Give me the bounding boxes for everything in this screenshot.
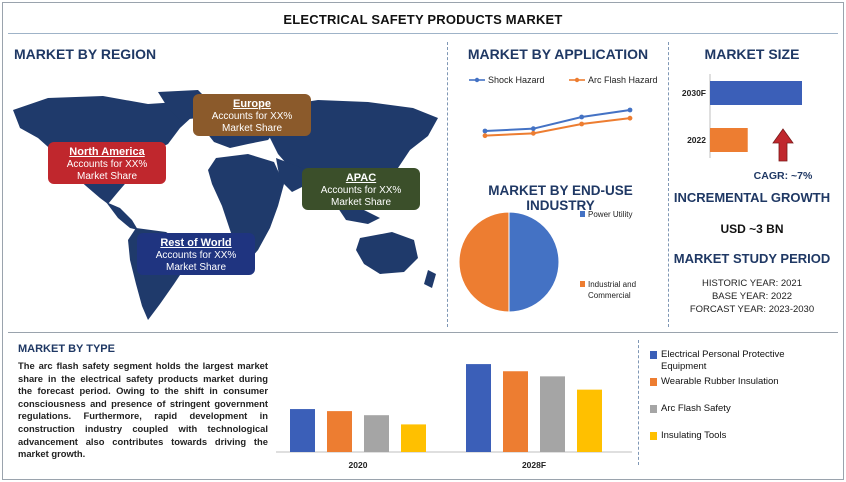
legend-label: Wearable Rubber Insulation bbox=[661, 376, 779, 387]
type-bar bbox=[290, 409, 315, 452]
type-bar bbox=[503, 371, 528, 452]
data-point bbox=[482, 133, 488, 139]
data-point bbox=[530, 130, 536, 136]
title-divider bbox=[8, 33, 838, 34]
divider-application-size bbox=[668, 42, 669, 327]
legend-swatch bbox=[650, 378, 657, 386]
legend-label: Arc Flash Safety bbox=[661, 403, 731, 414]
data-point bbox=[579, 114, 585, 120]
data-point bbox=[579, 121, 585, 127]
divider-type-legend bbox=[638, 340, 639, 465]
type-bar bbox=[327, 411, 352, 452]
pie-legend-swatch bbox=[580, 211, 585, 217]
type-bar bbox=[466, 364, 491, 452]
callout-rest-of-world-label: Market Share bbox=[165, 262, 227, 273]
type-bar bbox=[364, 415, 389, 452]
callout-north-america-share: Accounts for XX% bbox=[66, 159, 148, 170]
size-tick-label: 2030F bbox=[682, 88, 706, 98]
legend-swatch bbox=[650, 432, 657, 440]
callout-europe: Europe Accounts for XX% Market Share bbox=[193, 94, 311, 136]
forecast-year: FORCAST YEAR: 2023-2030 bbox=[689, 304, 815, 315]
type-category-label: 2020 bbox=[349, 460, 368, 470]
incremental-growth-heading: INCREMENTAL GROWTH bbox=[673, 190, 831, 205]
callout-rest-of-world-share: Accounts for XX% bbox=[155, 250, 237, 261]
callout-apac: APAC Accounts for XX% Market Share bbox=[302, 168, 420, 210]
study-period-heading: MARKET STUDY PERIOD bbox=[673, 251, 831, 266]
application-heading: MARKET BY APPLICATION bbox=[467, 46, 649, 62]
data-point bbox=[530, 126, 536, 132]
data-point bbox=[482, 128, 488, 134]
application-line-chart: Shock Hazard Arc Flash Hazard bbox=[469, 75, 658, 139]
legend-label: Arc Flash Hazard bbox=[588, 75, 658, 85]
pie-slice-1 bbox=[458, 211, 510, 313]
type-bar-chart: 2020 2028F bbox=[276, 364, 632, 470]
legend-marker bbox=[574, 77, 580, 83]
data-point bbox=[627, 107, 633, 113]
end-use-pie-chart: Power Utility Industrial and Commercial bbox=[458, 210, 636, 313]
type-heading: MARKET BY TYPE bbox=[18, 343, 115, 355]
size-bar-2030F bbox=[710, 81, 802, 105]
legend-marker bbox=[474, 77, 480, 83]
type-category-label: 2028F bbox=[522, 460, 546, 470]
incremental-growth-value: USD ~3 BN bbox=[720, 222, 784, 236]
callout-north-america: North America Accounts for XX% Market Sh… bbox=[48, 142, 166, 184]
end-use-heading: MARKET BY END-USE INDUSTRY bbox=[488, 183, 633, 213]
region-heading: MARKET BY REGION bbox=[14, 46, 157, 62]
legend-label: Shock Hazard bbox=[488, 75, 545, 85]
pie-legend-label: Industrial and bbox=[588, 280, 636, 289]
pie-legend-label: Commercial bbox=[588, 291, 631, 300]
map-africa bbox=[208, 154, 284, 264]
type-bar bbox=[401, 424, 426, 452]
map-australia bbox=[356, 232, 418, 274]
callout-apac-share: Accounts for XX% bbox=[320, 185, 402, 196]
divider-region-application bbox=[447, 42, 448, 327]
legend-label: Electrical Personal Protective Equipment bbox=[661, 349, 785, 372]
pie-legend-swatch bbox=[580, 281, 585, 287]
market-size-bar-chart: 2030F 2022 bbox=[682, 74, 802, 158]
map-se-asia bbox=[338, 208, 380, 224]
base-year: BASE YEAR: 2022 bbox=[711, 291, 793, 302]
data-point bbox=[627, 115, 633, 121]
pie-legend-label: Power Utility bbox=[588, 210, 632, 219]
divider-bottom-section bbox=[8, 332, 838, 333]
callout-rest-of-world: Rest of World Accounts for XX% Market Sh… bbox=[137, 233, 255, 275]
callout-north-america-name: North America bbox=[69, 146, 145, 158]
callout-apac-label: Market Share bbox=[330, 197, 392, 208]
type-bar bbox=[577, 389, 602, 452]
series-line-0 bbox=[484, 109, 631, 132]
historic-year: HISTORIC YEAR: 2021 bbox=[702, 278, 802, 289]
callout-north-america-label: Market Share bbox=[76, 171, 138, 182]
legend-swatch bbox=[650, 405, 657, 413]
page-title: ELECTRICAL SAFETY PRODUCTS MARKET bbox=[283, 12, 563, 27]
market-size-heading: MARKET SIZE bbox=[704, 46, 800, 62]
map-new-zealand bbox=[424, 270, 436, 288]
type-bar bbox=[540, 376, 565, 452]
type-description: The arc flash safety segment holds the l… bbox=[18, 360, 268, 460]
cagr-value: CAGR: ~7% bbox=[753, 170, 813, 182]
map-middle-east bbox=[276, 158, 308, 192]
legend-swatch bbox=[650, 351, 657, 359]
map-central-america bbox=[106, 202, 138, 230]
series-line-1 bbox=[484, 117, 631, 137]
size-tick-label: 2022 bbox=[687, 135, 706, 145]
callout-europe-share: Accounts for XX% bbox=[211, 111, 293, 122]
up-arrow-icon bbox=[772, 128, 794, 162]
callout-apac-name: APAC bbox=[345, 172, 377, 184]
pie-slice-0 bbox=[508, 211, 560, 313]
callout-europe-label: Market Share bbox=[221, 123, 283, 134]
legend-label: Insulating Tools bbox=[661, 430, 727, 441]
callout-europe-name: Europe bbox=[233, 98, 271, 110]
callout-rest-of-world-name: Rest of World bbox=[160, 237, 232, 249]
size-bar-2022 bbox=[710, 128, 748, 152]
